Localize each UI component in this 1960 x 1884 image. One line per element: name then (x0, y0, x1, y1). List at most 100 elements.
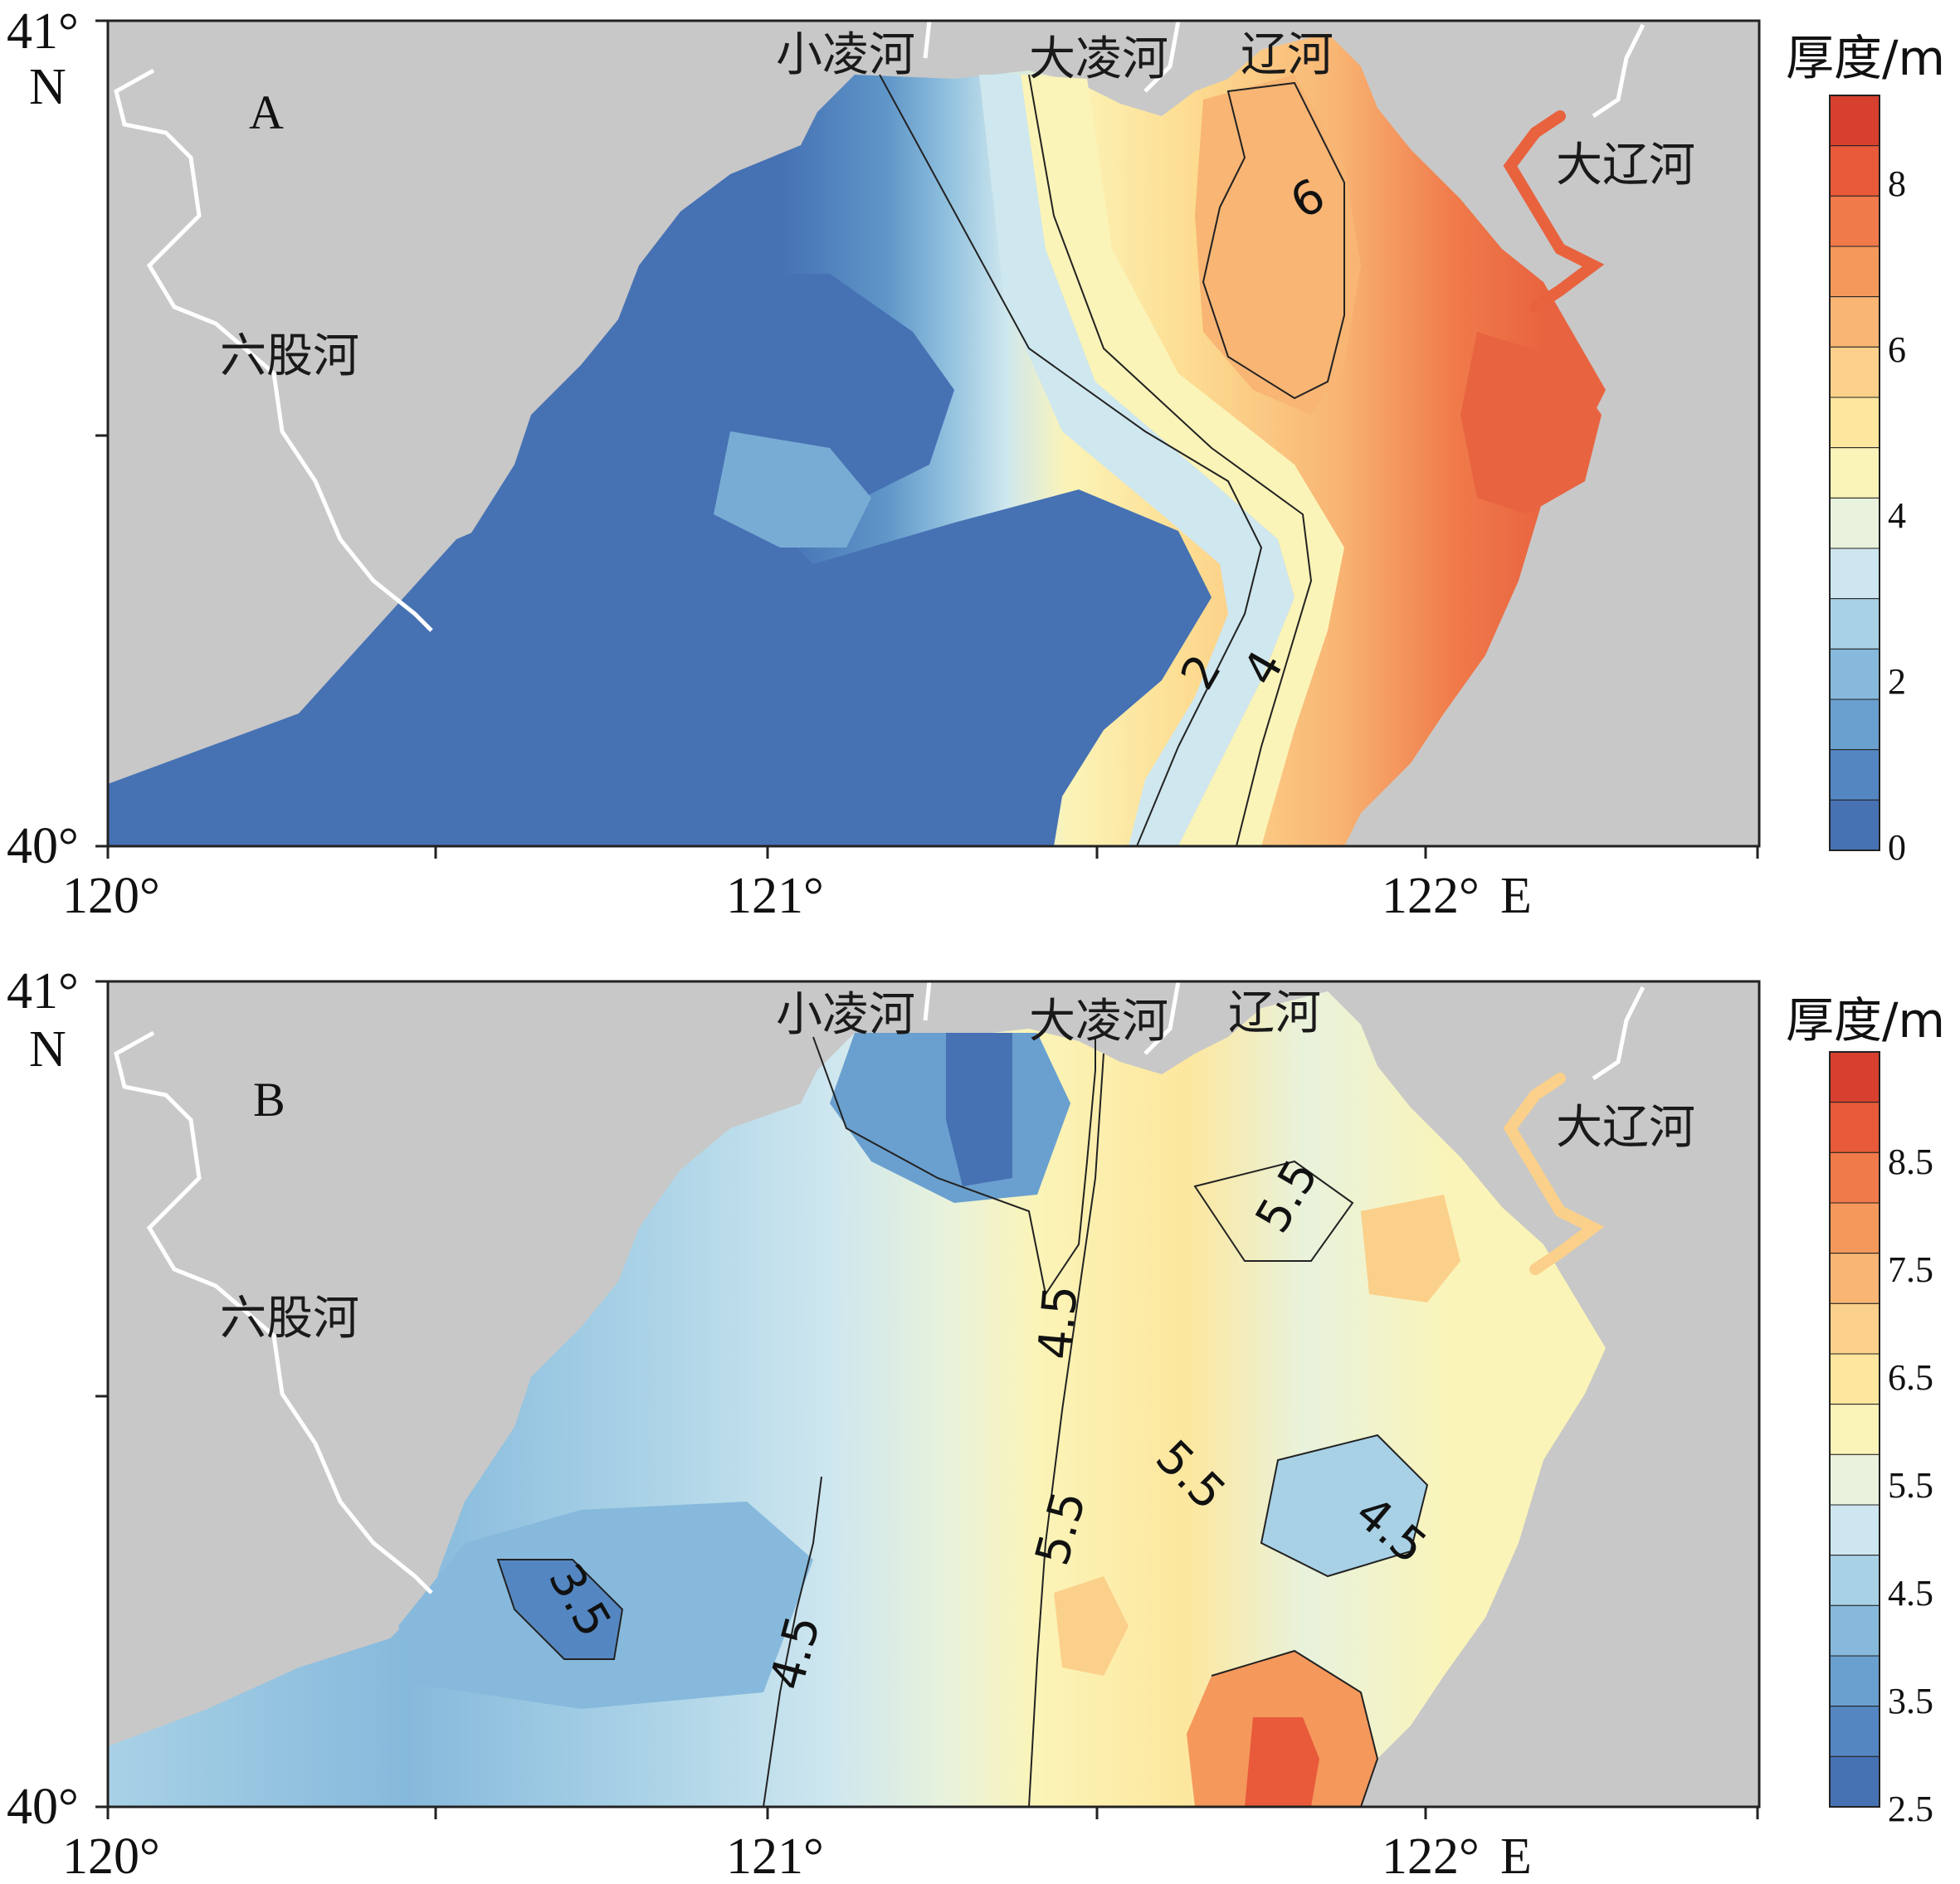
panel-b-river-liugu: 六股河 (220, 1292, 359, 1346)
panel-b-colorbar-frame (1829, 1051, 1880, 1808)
panel-b-colorbar-cell (1829, 1151, 1880, 1204)
panel-b-colorbar: 厚度/m 8.5 7.5 6.5 5.5 4.5 3.5 2.5 (1786, 992, 1945, 1829)
panel-a-colorbar-tick-6: 6 (1888, 329, 1906, 370)
panel-a-colorbar-tick-8: 8 (1888, 163, 1906, 204)
panel-b-daling-river (1143, 981, 1181, 1055)
panel-a-colorbar-cell (1829, 799, 1880, 851)
panel-a-river-daliao: 大辽河 (1556, 139, 1695, 192)
panel-b-river-daling: 大凌河 (1029, 995, 1168, 1049)
panel-b-x-tick-122: 122° (1382, 1828, 1480, 1884)
panel-a-deep-patch-1 (581, 274, 954, 539)
panel-b-contour-4-5-east (1260, 1434, 1429, 1578)
panel-a-label: A (249, 85, 284, 139)
panel-a-colorbar-cell (1829, 598, 1880, 650)
panel-a-colorbar-cell (1829, 195, 1880, 247)
panel-b-contour-5-5-east (1193, 1160, 1354, 1262)
panel-b-colorbar-cell (1829, 1202, 1880, 1254)
panel-a-xiaoling-river (923, 21, 932, 59)
panel-b-colorbar-cell (1829, 1555, 1880, 1606)
panel-b-x-ticks (106, 1807, 1759, 1819)
panel-b-colorbar-cell (1829, 1102, 1880, 1153)
panel-b-colorbar-cell (1829, 1755, 1880, 1808)
panel-a-north-river (1592, 23, 1646, 119)
panel-b-colorbar-cell (1829, 1706, 1880, 1757)
panel-a-daliao-river (1503, 110, 1605, 313)
panel-b-x-tick-121: 121° (726, 1828, 824, 1884)
panel-b-colorbar-cell (1829, 1253, 1880, 1304)
panel-a-river-liugu: 六股河 (220, 329, 359, 383)
panel-a-colorbar-cell (1829, 699, 1880, 751)
panel-b-colorbar-title: 厚度/m (1786, 992, 1945, 1049)
panel-a-x-ticks (106, 846, 1759, 859)
panel-a-colorbar: 厚度/m 8 6 4 2 0 (1786, 30, 1945, 868)
panel-a-y-tick-41: 41° (7, 3, 79, 60)
panel-b-y-tick-40: 40° (7, 1779, 79, 1835)
panel-b-colorbar-tick-8-5: 8.5 (1888, 1142, 1933, 1182)
panel-b-river-xiaoling: 小凌河 (776, 988, 915, 1042)
panel-b-colorbar-cell (1829, 1302, 1880, 1355)
panel-b-y-unit: N (29, 1021, 66, 1078)
panel-b-contour-label-4-5-a: 4.5 (1028, 1283, 1089, 1361)
panel-b-frame (106, 980, 1761, 1809)
panel-b-colorbar-cell (1829, 1353, 1880, 1405)
panel-a-river-daling: 大凌河 (1029, 32, 1168, 86)
panel-a-colorbar-cell (1829, 749, 1880, 801)
panel-a-band-orange (1195, 75, 1361, 415)
panel-b-river-daliao: 大辽河 (1556, 1101, 1695, 1155)
panel-a-colorbar-cell (1829, 296, 1880, 348)
panel-b-contour-4-5-north (812, 1036, 1096, 1297)
panel-b-colorbar-tick-6-5: 6.5 (1888, 1357, 1933, 1398)
panel-b: 120° 121° 122° E 41° N 40° B 小凌河 大凌河 辽河 … (7, 963, 1945, 1884)
panel-a-colorbar-cell (1829, 346, 1880, 398)
panel-a-band-red (1460, 332, 1602, 514)
panel-a-colorbar-cell (1829, 145, 1880, 197)
panel-a-colorbar-cell (1829, 246, 1880, 298)
panel-a-river-xiaoling: 小凌河 (776, 28, 915, 82)
panel-b-contour-5-5-mid (1028, 1053, 1104, 1807)
panel-b-daliao-river (1503, 1073, 1605, 1275)
panel-b-y-tick-41: 41° (7, 963, 79, 1020)
panel-b-colorbar-tick-2-5: 2.5 (1888, 1789, 1933, 1829)
panel-b-colorbar-cell (1829, 1051, 1880, 1103)
panel-a-mid-patch (714, 431, 871, 548)
panel-b-y-ticks (95, 980, 108, 1809)
panel-a-contour-2 (879, 74, 1263, 846)
panel-a-x-tick-122: 122° (1382, 868, 1480, 924)
panel-b-x-tick-120: 120° (62, 1828, 160, 1884)
panel-b-east-blue (1261, 1435, 1427, 1576)
panel-a-x-tick-121: 121° (726, 868, 824, 924)
panel-a-colorbar-title: 厚度/m (1786, 30, 1945, 86)
panel-b-colorbar-cell (1829, 1504, 1880, 1556)
panel-a-band-light (979, 75, 1294, 846)
panel-b-colorbar-tick-5-5: 5.5 (1888, 1465, 1933, 1506)
panel-b-river-liao: 辽河 (1228, 986, 1321, 1040)
panel-b-x-unit: E (1500, 1828, 1532, 1884)
panel-b-contour-3-5 (496, 1559, 624, 1660)
panel-b-xiaoling-river (923, 981, 932, 1021)
panel-b-deepest-north (946, 1033, 1012, 1186)
panel-a-y-ticks (95, 19, 108, 848)
panel-b-contour-6-5-south (1211, 1649, 1379, 1807)
panel-b-colorbar-tick-4-5: 4.5 (1888, 1573, 1933, 1614)
panel-b-deepest-southwest (498, 1560, 622, 1659)
panel-a: 120° 121° 122° E 41° N 40° A 小凌河 大凌河 辽河 … (7, 3, 1945, 924)
panel-b-colorbar-tick-7-5: 7.5 (1888, 1249, 1933, 1290)
panel-b-colorbar-cell (1829, 1404, 1880, 1455)
panel-a-colorbar-cell (1829, 648, 1880, 700)
panel-b-contour-4-5-west (763, 1476, 822, 1807)
panel-a-colorbar-tick-0: 0 (1888, 827, 1906, 868)
panel-b-colorbar-cell (1829, 1453, 1880, 1506)
panel-b-warm-center (1054, 1576, 1129, 1676)
panel-a-contour-4 (1028, 74, 1313, 846)
panel-a-y-tick-40: 40° (7, 818, 79, 874)
panel-b-colorbar-cell (1829, 1655, 1880, 1707)
panel-a-daling-river (1143, 21, 1181, 93)
panel-a-x-tick-120: 120° (62, 868, 160, 924)
panel-b-liugu-river (114, 1030, 433, 1594)
panel-a-y-unit: N (29, 59, 66, 115)
panel-a-frame (106, 19, 1761, 848)
panel-a-colorbar-cell (1829, 497, 1880, 549)
panel-a-deep-patch-2 (108, 465, 1212, 846)
panel-a-contour-6 (1202, 81, 1345, 400)
